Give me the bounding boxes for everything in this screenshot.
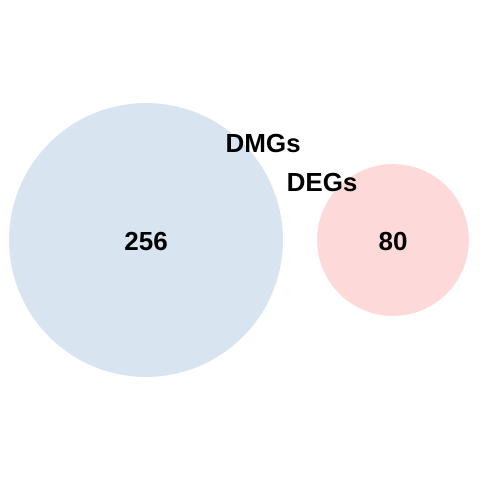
set-count-degs: 80	[379, 226, 408, 256]
set-label-degs: DEGs	[287, 167, 358, 197]
set-circle-degs	[317, 164, 469, 316]
set-count-dmgs: 256	[124, 226, 167, 256]
set-label-dmgs: DMGs	[225, 128, 300, 158]
set-circle-dmgs	[9, 103, 283, 377]
